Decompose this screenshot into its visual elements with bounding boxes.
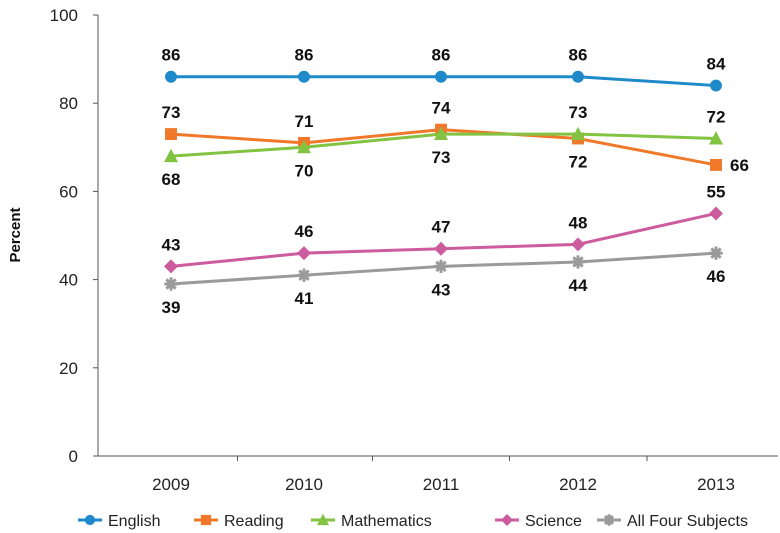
series-group — [164, 70, 723, 291]
data-point-english — [710, 79, 722, 92]
data-label-mathematics: 73 — [432, 148, 451, 167]
legend-label: Reading — [224, 513, 284, 530]
y-tick-label: 40 — [59, 271, 78, 290]
data-label-english: 86 — [162, 46, 181, 65]
data-point-english — [572, 70, 584, 83]
data-point-reading — [710, 158, 722, 171]
data-point-mathematics — [297, 139, 311, 154]
y-tick-label: 20 — [59, 359, 78, 378]
x-tick-label: 2013 — [697, 475, 735, 494]
data-label-reading: 72 — [569, 152, 588, 171]
data-point-science — [164, 259, 178, 274]
data-label-all-four-subjects: 39 — [162, 298, 181, 317]
legend-item-reading: Reading — [194, 513, 284, 530]
data-label-science: 48 — [569, 213, 588, 232]
series-english — [165, 70, 722, 92]
y-axis-label: Percent — [7, 207, 24, 262]
data-label-english: 86 — [432, 46, 451, 65]
x-tick-label: 2010 — [285, 475, 323, 494]
legend-marker-mathematics — [317, 513, 329, 526]
legend-label: Science — [525, 513, 582, 530]
x-tick-labels: 2009 2010 2011 2012 2013 — [152, 475, 735, 494]
legend-marker-reading — [200, 514, 212, 526]
y-tick-label: 60 — [59, 182, 78, 201]
data-label-mathematics: 73 — [569, 103, 588, 122]
data-point-science — [297, 246, 311, 261]
data-point-science — [709, 206, 723, 221]
data-label-science: 55 — [707, 182, 726, 201]
series-all-four-subjects — [164, 246, 723, 291]
data-label-reading: 71 — [295, 112, 314, 131]
data-point-reading — [165, 128, 177, 141]
data-point-all-four-subjects — [434, 259, 448, 274]
axes — [93, 14, 778, 461]
data-point-all-four-subjects — [571, 255, 585, 269]
x-tick-label: 2009 — [152, 475, 190, 494]
legend-label: Mathematics — [341, 513, 432, 530]
data-point-english — [165, 70, 177, 83]
legend-marker-science — [501, 514, 513, 526]
data-label-english: 86 — [569, 46, 588, 65]
data-label-english: 86 — [295, 46, 314, 65]
data-point-science — [434, 241, 448, 256]
x-tick-label: 2012 — [559, 475, 597, 494]
legend-item-all-four-subjects: All Four Subjects — [597, 513, 748, 530]
data-label-mathematics: 70 — [295, 161, 314, 180]
data-label-all-four-subjects: 44 — [569, 276, 588, 295]
legend-label: All Four Subjects — [627, 513, 748, 530]
data-label-science: 47 — [432, 218, 451, 237]
data-label-mathematics: 68 — [162, 170, 181, 189]
legend-item-mathematics: Mathematics — [311, 513, 432, 530]
data-point-all-four-subjects — [709, 246, 723, 260]
data-label-all-four-subjects: 46 — [707, 267, 726, 286]
y-tick-label: 80 — [59, 94, 78, 113]
data-label-reading: 66 — [730, 156, 749, 175]
data-point-mathematics — [709, 131, 723, 145]
data-label-english: 84 — [707, 55, 726, 74]
data-label-all-four-subjects: 43 — [432, 280, 451, 299]
legend-marker-all-four-subjects — [603, 514, 615, 526]
series-science — [164, 206, 723, 274]
data-point-mathematics — [571, 126, 585, 141]
data-label-science: 43 — [162, 235, 181, 254]
x-tick-label: 2011 — [423, 475, 460, 494]
series-mathematics — [164, 126, 723, 163]
data-label-reading: 74 — [432, 99, 451, 118]
data-point-all-four-subjects — [297, 268, 311, 282]
legend-item-english: English — [78, 513, 160, 530]
data-point-english — [298, 70, 310, 83]
data-label-reading: 73 — [162, 103, 181, 122]
legend: English Reading Mathematics Science All Four… — [78, 513, 748, 530]
legend-label: English — [108, 513, 160, 530]
data-label-mathematics: 72 — [707, 107, 726, 126]
data-point-mathematics — [434, 126, 448, 141]
data-point-english — [435, 70, 447, 83]
data-point-mathematics — [164, 148, 178, 163]
data-label-science: 46 — [295, 222, 314, 241]
data-point-science — [571, 237, 585, 252]
data-label-all-four-subjects: 41 — [295, 289, 314, 308]
legend-marker-english — [84, 514, 96, 526]
y-tick-label: 0 — [69, 447, 78, 466]
y-tick-labels: 0 20 40 60 80 100 — [50, 6, 78, 466]
data-point-all-four-subjects — [164, 277, 178, 291]
data-labels: 86 86 86 86 84 73 71 74 72 66 68 70 73 73 72 43 46 47 48 55… — [162, 46, 749, 317]
legend-item-science: Science — [495, 513, 582, 530]
y-tick-label: 100 — [50, 6, 78, 25]
